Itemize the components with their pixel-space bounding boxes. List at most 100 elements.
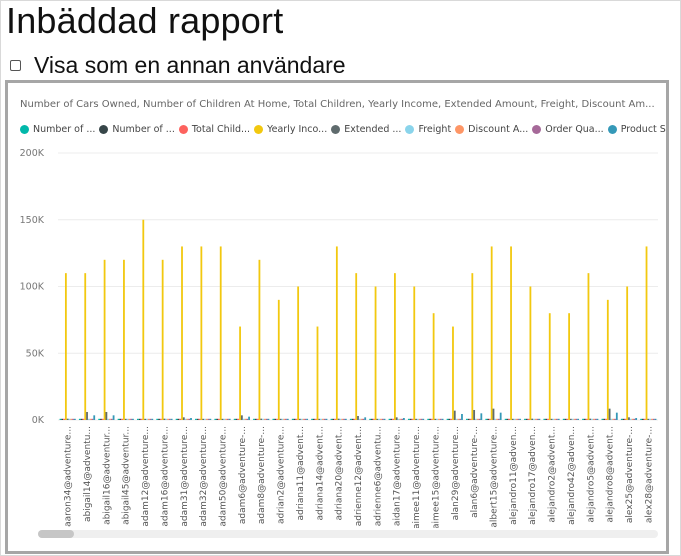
bar[interactable] <box>610 418 613 420</box>
bar[interactable] <box>72 418 74 420</box>
bar[interactable] <box>59 418 62 420</box>
bar[interactable] <box>225 418 228 420</box>
bar[interactable] <box>517 418 520 420</box>
bar[interactable] <box>427 418 430 420</box>
bar[interactable] <box>179 418 182 420</box>
bar[interactable] <box>515 418 518 420</box>
bar[interactable] <box>360 418 363 420</box>
bar[interactable] <box>591 418 593 420</box>
bar[interactable] <box>403 417 405 420</box>
bar[interactable] <box>66 418 69 420</box>
bar[interactable] <box>299 418 301 420</box>
bar[interactable] <box>337 418 340 420</box>
bar[interactable] <box>633 418 636 420</box>
bar[interactable] <box>383 418 386 420</box>
bar[interactable] <box>159 418 162 420</box>
bar[interactable] <box>395 417 398 420</box>
bar[interactable] <box>381 418 384 420</box>
bar[interactable] <box>476 418 479 420</box>
bar[interactable] <box>556 418 558 420</box>
bar[interactable] <box>643 418 646 420</box>
bar[interactable] <box>78 418 81 420</box>
bar[interactable] <box>614 418 616 420</box>
bar[interactable] <box>432 313 435 420</box>
bar[interactable] <box>107 418 110 420</box>
bar[interactable] <box>335 246 338 420</box>
bar[interactable] <box>286 418 289 420</box>
bar[interactable] <box>316 326 319 420</box>
bar[interactable] <box>339 418 342 420</box>
bar[interactable] <box>459 418 462 420</box>
legend-item[interactable]: Discount A... <box>455 124 528 135</box>
bar[interactable] <box>320 418 322 420</box>
bar[interactable] <box>138 418 141 420</box>
bar[interactable] <box>478 418 481 420</box>
bar[interactable] <box>392 418 395 420</box>
bar[interactable] <box>407 418 410 420</box>
bar[interactable] <box>240 415 243 420</box>
bar[interactable] <box>499 412 502 420</box>
bar[interactable] <box>297 286 300 421</box>
bar[interactable] <box>109 418 111 420</box>
bar[interactable] <box>430 418 433 420</box>
bar[interactable] <box>642 418 644 420</box>
bar[interactable] <box>635 417 638 420</box>
bar[interactable] <box>200 246 203 420</box>
bar[interactable] <box>525 418 528 420</box>
bar[interactable] <box>564 418 567 420</box>
bar[interactable] <box>184 418 187 420</box>
bar[interactable] <box>622 418 625 420</box>
bar[interactable] <box>596 418 599 420</box>
bar[interactable] <box>82 418 85 420</box>
bar[interactable] <box>64 273 67 420</box>
bar[interactable] <box>314 418 317 420</box>
bar[interactable] <box>130 418 133 420</box>
bar[interactable] <box>453 410 456 420</box>
bar[interactable] <box>364 417 367 420</box>
bar[interactable] <box>390 418 393 420</box>
bar[interactable] <box>168 418 171 420</box>
bar[interactable] <box>126 418 129 420</box>
bar[interactable] <box>223 418 226 420</box>
bar[interactable] <box>450 418 453 420</box>
bar[interactable] <box>506 418 509 420</box>
bar[interactable] <box>87 418 90 420</box>
legend-item[interactable]: Order Qua... <box>532 124 604 135</box>
bar[interactable] <box>394 273 396 420</box>
bar[interactable] <box>343 418 345 420</box>
bar[interactable] <box>112 415 115 420</box>
bar[interactable] <box>300 418 303 420</box>
bar[interactable] <box>416 418 419 420</box>
bar[interactable] <box>274 418 277 420</box>
bar[interactable] <box>304 418 307 420</box>
bar[interactable] <box>543 418 546 420</box>
legend-item[interactable]: Extended ... <box>331 124 401 135</box>
bar[interactable] <box>68 418 71 420</box>
bar[interactable] <box>237 418 240 420</box>
bar[interactable] <box>513 418 516 420</box>
bar[interactable] <box>258 259 261 420</box>
bar[interactable] <box>163 418 166 420</box>
bar[interactable] <box>119 418 122 420</box>
bar[interactable] <box>158 418 160 420</box>
bar[interactable] <box>411 418 414 420</box>
bar[interactable] <box>388 418 391 420</box>
bar[interactable] <box>140 418 143 420</box>
bar[interactable] <box>216 418 219 420</box>
bar[interactable] <box>91 418 94 420</box>
bar[interactable] <box>401 418 404 420</box>
bar[interactable] <box>626 286 629 421</box>
bar[interactable] <box>61 418 64 420</box>
bar[interactable] <box>355 273 358 420</box>
legend-item[interactable]: Yearly Inco... <box>254 124 327 135</box>
bar[interactable] <box>554 418 557 420</box>
bar[interactable] <box>260 418 263 420</box>
bar[interactable] <box>552 418 555 420</box>
bar[interactable] <box>98 418 101 420</box>
bar[interactable] <box>645 246 648 420</box>
bar[interactable] <box>70 418 73 420</box>
bar[interactable] <box>573 418 576 420</box>
bar[interactable] <box>358 418 361 420</box>
legend-item[interactable]: Number of ... <box>20 124 95 135</box>
bar[interactable] <box>233 418 236 420</box>
